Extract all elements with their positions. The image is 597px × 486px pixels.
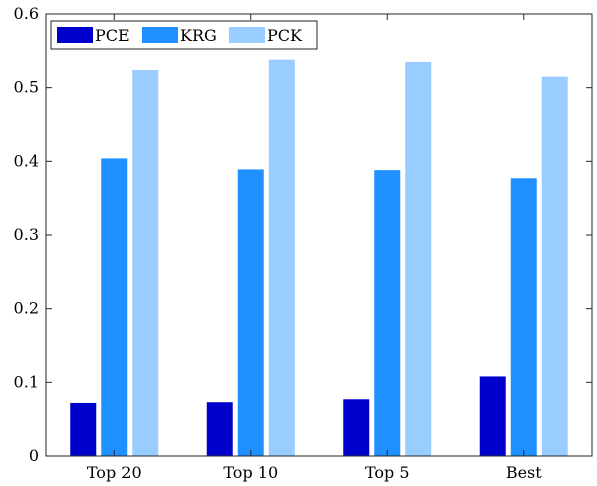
bar-krg-2 [237, 169, 264, 457]
x-tick-label: Top 20 [87, 463, 142, 482]
y-tick-label: 0.6 [14, 4, 39, 23]
bar-pck-1 [132, 69, 159, 456]
y-tick-label: 0 [29, 446, 39, 465]
y-tick-label: 0.1 [14, 372, 39, 391]
legend-label-pce: PCE [95, 26, 130, 45]
x-tick-label: Best [506, 463, 542, 482]
legend-label-krg: KRG [180, 26, 217, 45]
bars-layer [70, 59, 568, 457]
y-tick-label: 0.4 [14, 151, 39, 170]
legend-box [50, 20, 318, 50]
bar-pce-2 [206, 402, 233, 456]
bar-pck-4 [541, 76, 568, 456]
y-tick-label: 0.3 [14, 225, 39, 244]
bar-krg-4 [510, 178, 537, 456]
legend-swatch-pce [57, 27, 93, 43]
bar-pce-1 [70, 402, 97, 456]
bar-krg-1 [101, 158, 128, 457]
legend-label-pck: PCK [267, 26, 303, 45]
bar-pck-3 [405, 61, 432, 457]
legend: PCE KRG PCK [50, 20, 318, 50]
legend-swatch-pck [229, 27, 265, 43]
bar-pce-4 [479, 376, 506, 456]
axes-frame [45, 13, 593, 457]
bar-pck-2 [268, 59, 295, 456]
y-tick-label: 0.5 [14, 78, 39, 97]
x-axis: Top 20 Top 10 Top 5 Best [87, 14, 542, 482]
bar-krg-3 [374, 170, 401, 456]
x-tick-label: Top 5 [365, 463, 410, 482]
legend-swatch-krg [142, 27, 178, 43]
y-tick-label: 0.2 [14, 299, 39, 318]
bar-pce-3 [343, 399, 370, 456]
x-tick-label: Top 10 [223, 463, 278, 482]
y-axis: 0 0.1 0.2 0.3 0.4 0.5 0.6 [14, 4, 592, 465]
